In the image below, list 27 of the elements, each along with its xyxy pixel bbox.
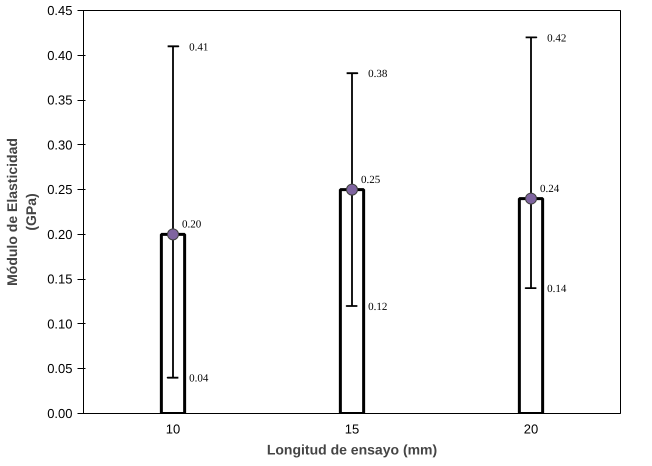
annotation: 0.12 (368, 301, 388, 314)
point (525, 192, 537, 205)
x-tick-label: 10 (166, 422, 180, 436)
y-axis-title: Módulo de Elasticidad (GPa) (4, 138, 40, 286)
data-label: 0.20 (182, 218, 202, 231)
data-label: 0.24 (540, 182, 560, 195)
annotation: 0.41 (189, 41, 208, 54)
x-tick-label: 15 (344, 422, 360, 436)
y-tick-label: 0.30 (47, 137, 73, 152)
y-tick-label: 0.00 (47, 406, 73, 421)
annotation: 0.14 (547, 283, 567, 296)
data-label: 0.25 (360, 174, 381, 186)
point (167, 228, 179, 240)
annotation: 0.42 (547, 32, 566, 44)
annotation: 0.04 (189, 372, 209, 385)
x-tick-label: 20 (524, 422, 538, 436)
y-tick-label: 0.10 (47, 316, 73, 332)
y-tick-label: 0.35 (47, 92, 73, 108)
y-tick-label: 0.25 (47, 182, 73, 198)
x-axis-title: Longitud de ensayo (mm) (266, 442, 438, 458)
y-tick-label: 0.20 (47, 226, 73, 242)
y-tick-label: 0.40 (47, 48, 73, 63)
y-tick-label: 0.45 (47, 3, 73, 18)
annotation: 0.38 (368, 68, 388, 80)
point (346, 184, 358, 196)
y-tick-label: 0.05 (47, 361, 73, 376)
y-tick-label: 0.15 (47, 272, 73, 287)
